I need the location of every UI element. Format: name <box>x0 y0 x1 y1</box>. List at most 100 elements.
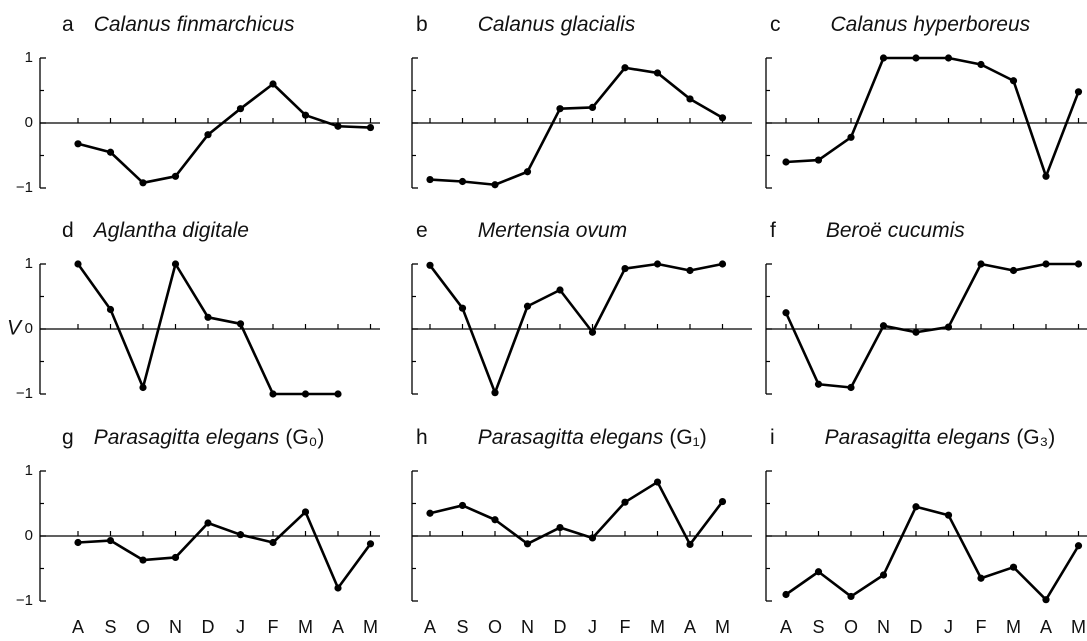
data-point <box>1009 77 1018 85</box>
data-line <box>784 262 1079 389</box>
data-point <box>1009 563 1018 571</box>
species-name: Parasagitta elegans <box>825 426 1011 449</box>
data-point <box>814 156 823 164</box>
y-tick-label: 1 <box>25 49 33 66</box>
y-tick-label: 1 <box>25 462 33 479</box>
data-point <box>491 516 499 524</box>
x-tick-label: O <box>844 617 858 637</box>
data-point <box>653 69 662 77</box>
panel-title: d Aglantha digitale <box>62 219 249 242</box>
panel-letter: h <box>416 426 428 449</box>
panel-title: f Beroë cucumis <box>770 219 965 242</box>
data-point <box>588 534 597 542</box>
data-point <box>814 568 823 576</box>
x-tick-label: O <box>488 617 502 637</box>
data-line <box>785 505 1080 601</box>
data-point <box>653 478 662 486</box>
title-suffix: (G₁) <box>669 426 706 449</box>
data-point <box>171 260 180 268</box>
y-tick-label: 0 <box>25 114 33 131</box>
data-point <box>686 266 694 275</box>
y-tick-label: −1 <box>16 385 33 402</box>
data-point <box>977 60 985 69</box>
y-tick-label: 1 <box>25 255 33 272</box>
panel-letter: i <box>770 426 775 449</box>
data-point <box>944 323 953 331</box>
y-tick-label: 0 <box>25 320 33 337</box>
data-point <box>204 131 212 139</box>
data-point <box>334 122 342 130</box>
x-tick-label: A <box>780 617 792 637</box>
data-line <box>785 56 1080 178</box>
species-name: Mertensia ovum <box>478 219 627 242</box>
data-point <box>686 540 694 549</box>
data-line <box>77 510 372 590</box>
title-suffix: (G₃) <box>1016 426 1055 449</box>
data-point <box>621 264 629 273</box>
data-point <box>1042 260 1050 268</box>
species-name: Beroë cucumis <box>826 219 965 242</box>
data-point <box>588 103 597 111</box>
data-point <box>847 133 855 141</box>
data-point <box>556 523 564 532</box>
panel-letter: e <box>416 219 428 242</box>
data-point <box>523 302 532 310</box>
data-point <box>977 260 985 268</box>
data-point <box>74 538 82 547</box>
data-point <box>106 305 115 314</box>
data-line <box>77 82 371 185</box>
data-point <box>106 148 115 156</box>
panel-title: c Calanus hyperboreus <box>770 13 1031 36</box>
x-tick-label: F <box>620 617 631 637</box>
data-point <box>912 503 920 511</box>
x-tick-label: J <box>944 617 953 637</box>
data-point <box>426 175 434 184</box>
data-point <box>204 313 212 321</box>
data-point <box>269 538 277 547</box>
data-point <box>879 54 888 62</box>
data-point <box>334 584 342 592</box>
data-point <box>366 123 375 132</box>
species-name: Parasagitta elegans <box>478 426 664 449</box>
data-point <box>491 181 499 189</box>
data-point <box>491 389 499 397</box>
data-point <box>782 158 790 166</box>
data-point <box>814 380 823 388</box>
panel-letter: a <box>62 13 74 36</box>
species-name: Calanus finmarchicus <box>94 13 295 36</box>
data-point <box>847 592 855 601</box>
panel-title: i Parasagitta elegans (G₃) <box>770 426 1055 449</box>
panel-letter: b <box>416 13 428 36</box>
data-point <box>334 390 342 398</box>
x-tick-label: A <box>684 617 696 637</box>
data-point <box>458 304 467 312</box>
data-point <box>782 309 790 317</box>
data-point <box>139 556 147 564</box>
x-tick-label: A <box>332 617 344 637</box>
data-point <box>523 540 532 548</box>
data-point <box>944 54 953 62</box>
x-tick-label: O <box>136 617 150 637</box>
data-point <box>301 111 310 119</box>
data-point <box>1074 542 1083 550</box>
x-tick-label: J <box>588 617 597 637</box>
data-point <box>912 328 920 336</box>
data-line <box>429 480 724 546</box>
data-line <box>429 66 724 187</box>
panel-title: e Mertensia ovum <box>416 219 627 242</box>
data-point <box>621 64 629 72</box>
x-tick-label: J <box>236 617 245 637</box>
data-point <box>523 168 532 176</box>
data-point <box>171 553 180 562</box>
x-tick-label: M <box>650 617 665 637</box>
data-point <box>106 536 115 545</box>
panel-title: g Parasagitta elegans (G₀) <box>62 426 324 449</box>
panel-letter: f <box>770 219 776 242</box>
data-point <box>366 540 375 548</box>
data-point <box>171 172 180 180</box>
x-tick-label: D <box>554 617 567 637</box>
x-tick-label: A <box>1040 617 1052 637</box>
data-point <box>1009 266 1018 275</box>
x-tick-label: A <box>424 617 436 637</box>
data-point <box>1042 172 1050 180</box>
